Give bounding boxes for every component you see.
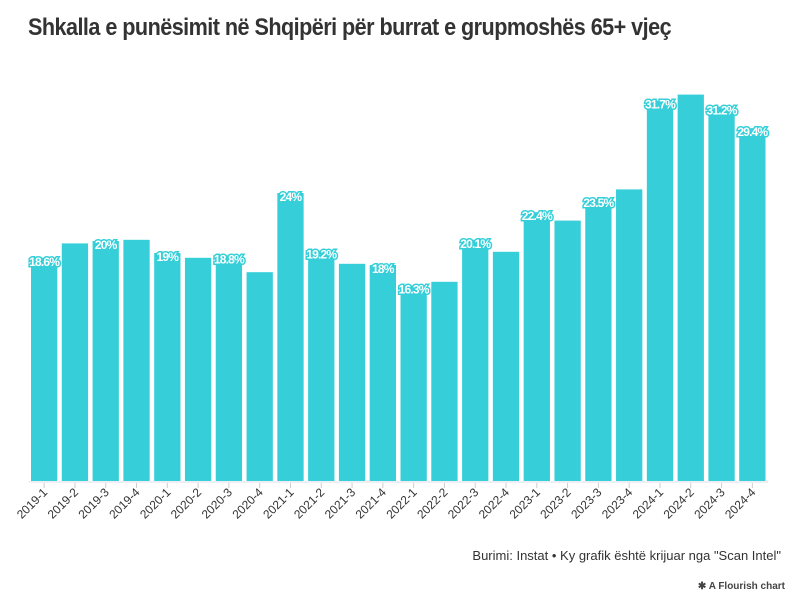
- x-tick-label: 2023-1: [507, 485, 544, 522]
- x-tick-label: 2021-2: [291, 485, 328, 522]
- x-tick-label: 2020-3: [199, 485, 236, 522]
- data-label: 22.4%: [522, 209, 553, 223]
- x-tick-label: 2021-1: [260, 485, 297, 522]
- bar-2020-1[interactable]: [154, 253, 181, 481]
- bar-2019-3[interactable]: [92, 241, 119, 481]
- bar-2019-4[interactable]: [123, 239, 150, 481]
- bar-2020-2[interactable]: [184, 257, 212, 481]
- x-tick-label: 2024-1: [630, 485, 667, 522]
- bar-2022-3[interactable]: [462, 239, 489, 481]
- data-label: 29.4%: [737, 125, 768, 139]
- x-tick-label: 2021-4: [353, 485, 390, 522]
- bar-2020-3[interactable]: [215, 255, 243, 481]
- data-label: 24%: [280, 190, 303, 204]
- flourish-logo-icon: ✱: [697, 581, 709, 592]
- data-label: 31.2%: [707, 104, 738, 118]
- x-tick-label: 2019-1: [14, 485, 51, 522]
- bar-2024-4[interactable]: [739, 128, 766, 481]
- data-label: 20%: [95, 238, 118, 252]
- bar-2021-3[interactable]: [338, 263, 366, 481]
- x-tick-label: 2022-4: [476, 485, 513, 522]
- bar-2022-4[interactable]: [492, 251, 520, 481]
- bar-2023-4[interactable]: [616, 189, 643, 481]
- bar-2021-4[interactable]: [369, 265, 396, 481]
- x-tick-label: 2020-2: [168, 485, 205, 522]
- source-note: Burimi: Instat • Ky grafik është krijuar…: [472, 548, 781, 563]
- x-tick-label: 2022-3: [445, 485, 482, 522]
- data-label: 23.5%: [583, 196, 614, 210]
- data-label: 16.3%: [399, 282, 430, 296]
- x-tick-label: 2019-3: [76, 485, 113, 522]
- bar-2023-3[interactable]: [585, 199, 612, 481]
- bar-2021-2[interactable]: [308, 250, 335, 481]
- data-label: 31.7%: [645, 98, 676, 112]
- x-tick-label: 2023-4: [599, 485, 636, 522]
- bar-2021-1[interactable]: [277, 193, 304, 481]
- bar-2023-1[interactable]: [523, 212, 550, 481]
- bar-2022-1[interactable]: [400, 285, 427, 481]
- x-tick-label: 2020-4: [229, 485, 266, 522]
- bar-2023-2[interactable]: [554, 220, 581, 481]
- bar-2024-1[interactable]: [646, 100, 674, 481]
- bar-2020-4[interactable]: [246, 272, 273, 481]
- data-label: 19%: [157, 250, 180, 264]
- data-label: 20.1%: [460, 237, 491, 251]
- x-tick-label: 2024-3: [691, 485, 728, 522]
- x-tick-label: 2021-3: [322, 485, 359, 522]
- x-tick-label: 2024-4: [722, 485, 759, 522]
- data-label: 19.2%: [306, 248, 337, 262]
- x-tick-label: 2023-2: [537, 485, 574, 522]
- bar-2019-2[interactable]: [61, 243, 89, 481]
- x-tick-label: 2019-2: [45, 485, 82, 522]
- x-tick-label: 2024-2: [661, 485, 698, 522]
- flourish-credit[interactable]: ✱ A Flourish chart: [697, 581, 785, 592]
- x-tick-label: 2019-4: [106, 485, 143, 522]
- bar-2024-3[interactable]: [708, 106, 735, 481]
- bar-2024-2[interactable]: [677, 94, 704, 481]
- data-label: 18%: [372, 262, 395, 276]
- bar-2019-1[interactable]: [31, 257, 58, 481]
- x-tick-label: 2022-1: [383, 485, 420, 522]
- data-label: 18.8%: [214, 252, 245, 266]
- bar-2022-2[interactable]: [431, 281, 458, 481]
- x-tick-label: 2022-2: [414, 485, 451, 522]
- x-tick-label: 2020-1: [137, 485, 174, 522]
- x-tick-label: 2023-3: [568, 485, 605, 522]
- data-label: 18.6%: [29, 255, 60, 269]
- chart-title: Shkalla e punësimit në Shqipëri për burr…: [28, 14, 672, 41]
